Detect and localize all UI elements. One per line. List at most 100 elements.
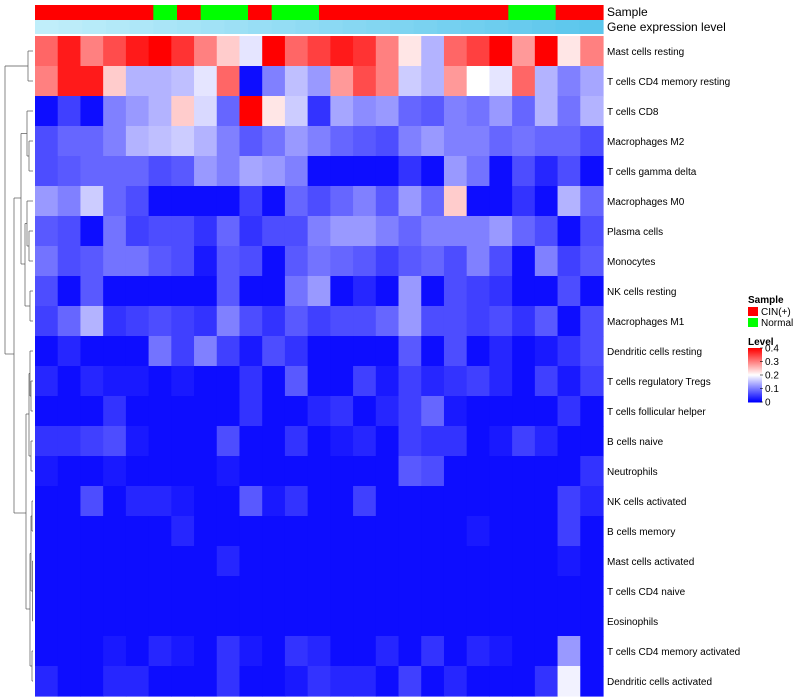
heatmap-cell: [171, 396, 195, 427]
heatmap-cell: [262, 246, 286, 277]
heatmap-cell: [194, 336, 218, 367]
heatmap-cell: [512, 426, 536, 457]
heatmap-cell: [512, 576, 536, 607]
heatmap-cell: [125, 186, 150, 217]
heatmap-cell: [171, 96, 195, 127]
row-label: Macrophages M1: [607, 317, 685, 328]
legend-tick-label: 0.4: [765, 344, 779, 355]
heatmap-cell: [489, 306, 513, 337]
heatmap-cell: [284, 366, 309, 397]
heatmap-cell: [398, 126, 422, 157]
heatmap-cell: [103, 546, 127, 577]
heatmap-cell: [307, 216, 331, 247]
heatmap-cell: [534, 336, 559, 367]
heatmap-cell: [398, 66, 422, 97]
heatmap-cell: [103, 216, 127, 247]
legend-gradient-step: [748, 371, 762, 373]
heatmap-cell: [171, 336, 195, 367]
heatmap-cell: [103, 36, 127, 67]
heatmap-cell: [57, 546, 82, 577]
heatmap-cell: [171, 636, 195, 667]
sample-track-cell: [437, 5, 462, 20]
heatmap-cell: [489, 336, 513, 367]
heatmap-cell: [557, 186, 581, 217]
heatmap-cell: [80, 126, 104, 157]
legend-gradient-step: [748, 379, 762, 381]
heatmap-cell: [148, 546, 172, 577]
heatmap-cell: [489, 36, 513, 67]
heatmap-cell: [148, 96, 172, 127]
heatmap-cell: [216, 666, 241, 697]
heatmap-cell: [307, 366, 331, 397]
heatmap-cell: [512, 66, 536, 97]
legend-gradient-step: [748, 366, 762, 368]
heatmap-cell: [466, 426, 490, 457]
heatmap-cell: [35, 306, 59, 337]
heatmap-cell: [103, 396, 127, 427]
row-label: B cells memory: [607, 527, 675, 538]
heatmap-cell: [398, 576, 422, 607]
heatmap-cell: [307, 606, 331, 637]
heatmap-cell: [148, 216, 172, 247]
heatmap-cell: [534, 666, 559, 697]
legend-gradient-step: [748, 397, 762, 399]
heatmap-cell: [375, 246, 400, 277]
heatmap-cell: [35, 156, 59, 187]
heatmap-cell: [148, 516, 172, 547]
legend-gradient-step: [748, 378, 762, 380]
heatmap-cell: [580, 456, 604, 487]
heatmap-cell: [80, 516, 104, 547]
heatmap-cell: [375, 276, 400, 307]
heatmap-cell: [443, 246, 468, 277]
heatmap-cell: [216, 366, 241, 397]
heatmap-cell: [194, 96, 218, 127]
legend-gradient-step: [748, 362, 762, 364]
heatmap-cell: [443, 276, 468, 307]
heatmap-cell: [239, 246, 263, 277]
heatmap-cell: [35, 456, 59, 487]
heatmap-cell: [35, 546, 59, 577]
heatmap-cell: [35, 96, 59, 127]
heatmap-cell: [125, 426, 150, 457]
heatmap-cell: [330, 576, 354, 607]
heatmap-cells: [35, 36, 604, 697]
heatmap-cell: [353, 576, 377, 607]
heatmap-cell: [512, 516, 536, 547]
heatmap-cell: [284, 606, 309, 637]
heatmap-cell: [148, 426, 172, 457]
heatmap-cell: [262, 516, 286, 547]
heatmap-cell: [330, 276, 354, 307]
heatmap-cell: [398, 186, 422, 217]
heatmap-cell: [421, 156, 445, 187]
sample-track-cell: [82, 5, 107, 20]
heatmap-cell: [557, 666, 581, 697]
heatmap-cell: [307, 186, 331, 217]
heatmap-cell: [466, 126, 490, 157]
gene-track-cell: [295, 20, 320, 34]
heatmap-cell: [103, 606, 127, 637]
heatmap-cell: [580, 186, 604, 217]
heatmap-cell: [489, 126, 513, 157]
heatmap-cell: [103, 426, 127, 457]
legend-gradient-step: [748, 354, 762, 356]
heatmap-cell: [466, 606, 490, 637]
gene-track-cell: [508, 20, 533, 34]
heatmap-cell: [353, 666, 377, 697]
heatmap-cell: [353, 66, 377, 97]
heatmap-cell: [489, 636, 513, 667]
heatmap-cell: [239, 126, 263, 157]
sample-track-cell: [153, 5, 178, 20]
row-labels: Mast cells resting T cells CD4 memory res…: [607, 47, 740, 688]
row-label: T cells gamma delta: [607, 167, 697, 178]
heatmap-cell: [466, 66, 490, 97]
heatmap-cell: [398, 306, 422, 337]
heatmap-cell: [57, 306, 82, 337]
heatmap-cell: [375, 636, 400, 667]
heatmap-cell: [194, 156, 218, 187]
heatmap-cell: [307, 36, 331, 67]
heatmap-cell: [103, 246, 127, 277]
heatmap-cell: [489, 666, 513, 697]
heatmap-cell: [534, 366, 559, 397]
heatmap-cell: [375, 666, 400, 697]
row-label: Neutrophils: [607, 467, 658, 478]
